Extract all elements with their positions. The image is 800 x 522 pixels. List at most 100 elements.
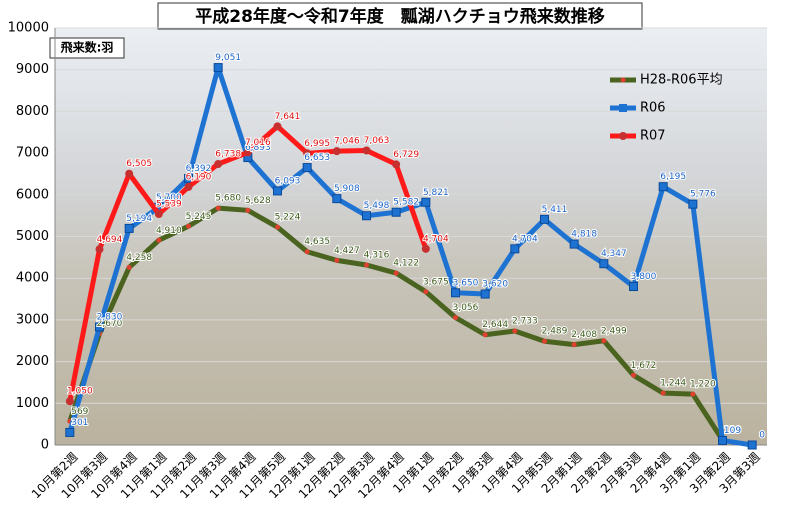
value-label: 5,680: [215, 194, 241, 204]
value-label: 6,995: [304, 139, 330, 149]
y-tick-label: 10000: [8, 21, 49, 36]
value-label: 0: [759, 431, 765, 441]
marker: [392, 160, 401, 169]
value-label: 5,582: [393, 198, 419, 208]
value-label: 5,908: [334, 184, 360, 194]
marker: [125, 169, 134, 178]
value-label: 3,800: [631, 272, 657, 282]
marker: [688, 199, 698, 209]
marker: [154, 210, 163, 219]
marker: [571, 342, 577, 348]
marker: [213, 63, 223, 73]
value-label: 6,893: [245, 143, 271, 153]
marker: [186, 223, 191, 229]
value-label: 5,821: [423, 188, 449, 198]
marker: [245, 207, 251, 213]
value-label: 7,063: [364, 136, 390, 146]
value-label: 4,704: [423, 234, 449, 244]
marker: [451, 288, 460, 298]
value-label: 3,620: [482, 280, 508, 290]
marker: [334, 257, 340, 263]
value-label: 7,016: [245, 138, 271, 148]
marker: [126, 264, 132, 270]
marker: [510, 244, 520, 254]
y-tick-label: 0: [41, 438, 49, 453]
value-label: 5,224: [275, 213, 301, 223]
marker: [718, 435, 727, 445]
value-label: 4,427: [334, 246, 360, 256]
value-label: 2,489: [542, 327, 568, 337]
legend-label: R06: [640, 101, 666, 116]
value-label: 5,245: [186, 212, 212, 222]
value-label: 5,539: [156, 200, 182, 210]
marker: [184, 182, 193, 191]
value-label: 1,672: [631, 361, 657, 371]
value-label: 6,505: [126, 159, 152, 169]
value-label: 3,056: [453, 303, 479, 313]
value-label: 2,670: [97, 319, 123, 329]
marker: [482, 332, 488, 338]
value-label: 2,733: [512, 317, 538, 327]
value-label: 6,093: [275, 176, 301, 186]
marker: [631, 372, 636, 378]
marker: [243, 148, 252, 157]
y-tick-label: 9000: [16, 62, 49, 77]
marker: [124, 223, 134, 233]
value-label: 301: [71, 418, 88, 428]
marker: [599, 259, 609, 269]
y-tick-label: 3000: [16, 312, 49, 327]
value-label: 1,050: [67, 387, 93, 397]
marker: [273, 122, 282, 131]
marker: [480, 289, 490, 299]
value-label: 7,641: [275, 112, 301, 122]
value-label: 5,411: [542, 205, 568, 215]
value-label: 4,818: [571, 230, 597, 240]
y-tick-label: 4000: [16, 271, 49, 286]
chart-title: 平成28年度～令和7年度 瓢湖ハクチョウ飛来数推移: [195, 6, 605, 27]
value-label: 120: [724, 425, 741, 435]
marker: [95, 322, 104, 332]
value-label: 6,195: [660, 172, 686, 182]
value-label: 6,392: [186, 164, 212, 174]
y-tick-label: 6000: [16, 187, 49, 202]
marker: [421, 197, 431, 207]
marker: [275, 224, 280, 230]
legend-marker: [620, 77, 626, 83]
value-label: 5,194: [126, 214, 152, 224]
value-label: 2,499: [601, 326, 627, 336]
value-label: 6,653: [304, 153, 330, 163]
value-label: 4,910: [156, 226, 182, 236]
marker: [391, 207, 401, 217]
value-label: 3,650: [453, 278, 479, 288]
value-label: 569: [71, 407, 88, 417]
marker: [542, 338, 547, 344]
marker: [302, 163, 312, 173]
marker: [393, 270, 399, 276]
value-label: 109: [724, 426, 741, 436]
annotation-box: [49, 37, 125, 59]
marker: [95, 245, 104, 254]
marker: [660, 390, 666, 396]
marker: [303, 149, 312, 158]
value-label: 4,258: [126, 253, 152, 263]
marker: [215, 205, 221, 211]
value-label: 2,408: [571, 330, 597, 340]
marker: [362, 146, 371, 155]
y-tick-label: 8000: [16, 104, 49, 119]
marker: [421, 244, 430, 253]
marker: [629, 282, 638, 292]
value-label: 5,498: [364, 201, 390, 211]
marker: [332, 147, 341, 156]
legend-marker: [619, 104, 627, 112]
y-tick-label: 1000: [16, 396, 49, 411]
marker: [364, 262, 369, 268]
marker: [214, 160, 223, 169]
value-label: 4,347: [601, 249, 627, 259]
value-label: 1,244: [660, 379, 686, 389]
value-label: 4,635: [304, 237, 330, 247]
marker: [184, 173, 193, 183]
value-label: 4,316: [364, 251, 390, 261]
legend-label: H28-R06平均: [640, 73, 723, 88]
title-box: [157, 2, 643, 30]
